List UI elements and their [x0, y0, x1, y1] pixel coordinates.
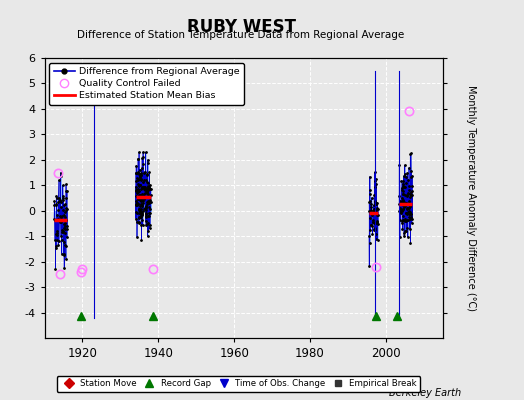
Y-axis label: Monthly Temperature Anomaly Difference (°C): Monthly Temperature Anomaly Difference (…	[466, 85, 476, 311]
Legend: Station Move, Record Gap, Time of Obs. Change, Empirical Break: Station Move, Record Gap, Time of Obs. C…	[57, 376, 420, 392]
Text: Berkeley Earth: Berkeley Earth	[389, 388, 461, 398]
Legend: Difference from Regional Average, Quality Control Failed, Estimated Station Mean: Difference from Regional Average, Qualit…	[49, 63, 244, 105]
Text: RUBY WEST: RUBY WEST	[187, 18, 296, 36]
Text: Difference of Station Temperature Data from Regional Average: Difference of Station Temperature Data f…	[78, 30, 405, 40]
